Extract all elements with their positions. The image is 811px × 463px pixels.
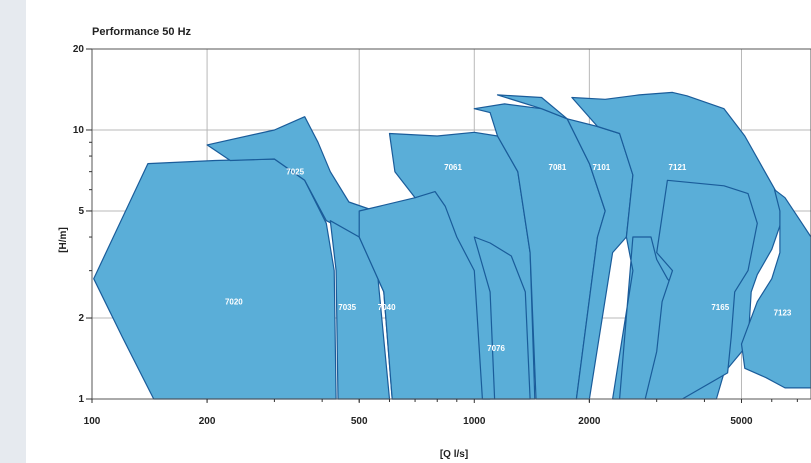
- x-tick-label: 500: [351, 416, 368, 427]
- y-tick-label: 10: [73, 125, 85, 136]
- region-7076: [473, 236, 531, 400]
- region-label-7101: 7101: [592, 163, 610, 172]
- chart-card: Performance 50 Hz 7020 7025 7035 7040 7061 70…: [26, 0, 811, 463]
- chart-title: Performance 50 Hz: [92, 26, 192, 38]
- y-axis-label: [H/m]: [58, 227, 69, 253]
- y-tick-label: 5: [78, 206, 84, 217]
- region-7165: [644, 179, 758, 400]
- y-tick-label: 1: [78, 394, 84, 405]
- x-tick-label: 100: [84, 416, 101, 427]
- x-tick-label: 200: [199, 416, 216, 427]
- x-tick-label: 2000: [578, 416, 601, 427]
- region-label-7081: 7081: [549, 163, 567, 172]
- y-tick-label: 2: [78, 313, 84, 324]
- regions: 7020 7025 7035 7040 7061 7076 7081 7101 7121 7165…: [93, 91, 811, 400]
- region-label-7061: 7061: [444, 163, 462, 172]
- region-label-7076: 7076: [487, 344, 505, 353]
- region-label-7165: 7165: [711, 303, 729, 312]
- x-tick-label: 1000: [463, 416, 486, 427]
- x-tick-label: 5000: [730, 416, 753, 427]
- y-axis: 1 2 5 10 20: [73, 44, 92, 405]
- region-label-7035: 7035: [338, 303, 356, 312]
- x-axis-label: [Q l/s]: [440, 449, 468, 460]
- y-tick-label: 20: [73, 44, 85, 55]
- region-label-7121: 7121: [669, 163, 687, 172]
- region-7020: [93, 158, 337, 400]
- region-7101: [496, 94, 634, 400]
- region-label-7020: 7020: [225, 298, 243, 307]
- region-7123: [740, 189, 811, 389]
- x-axis: 100 200 500 1000 2000 5000: [84, 399, 798, 427]
- plot-frame: [91, 48, 811, 400]
- region-label-7040: 7040: [378, 303, 396, 312]
- region-label-7123: 7123: [774, 308, 792, 317]
- region-label-7025: 7025: [286, 168, 304, 177]
